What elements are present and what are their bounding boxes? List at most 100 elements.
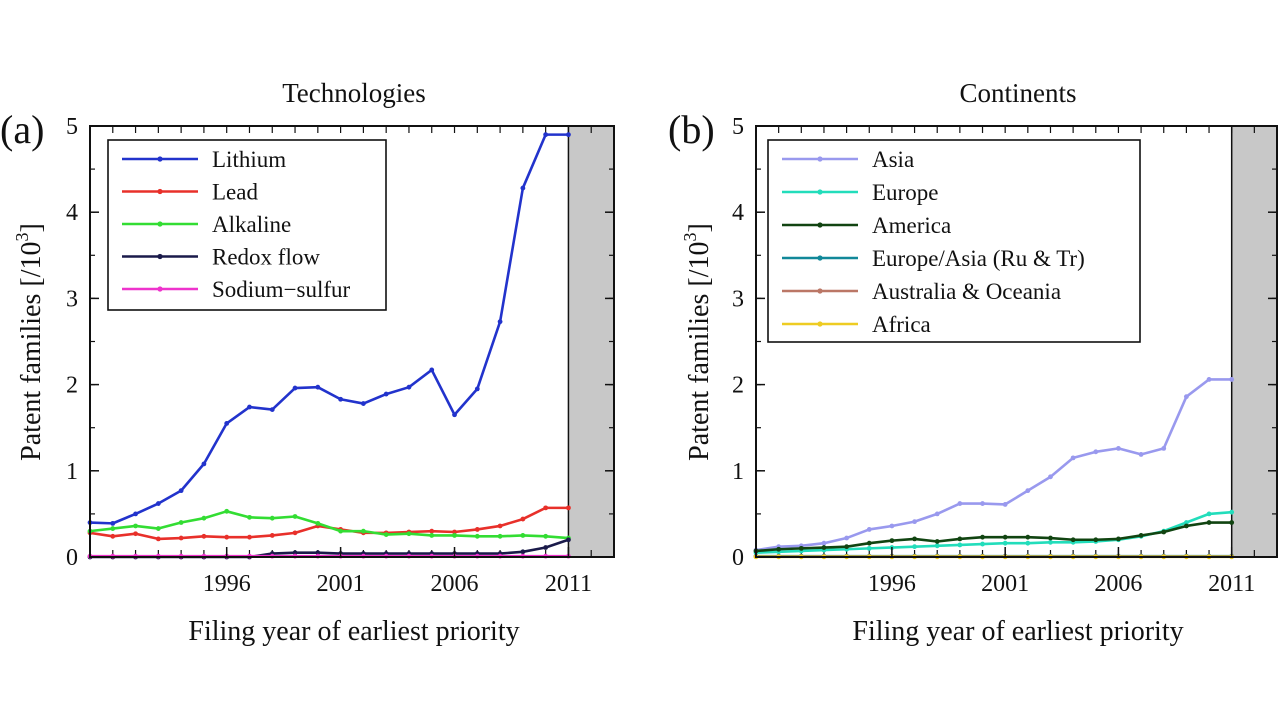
data-point: [406, 384, 412, 390]
data-point: [1116, 445, 1121, 451]
data-point: [520, 516, 526, 522]
y-tick-label: 4: [732, 200, 744, 226]
data-point: [912, 544, 917, 550]
legend-marker: [157, 188, 163, 195]
legend-marker: [817, 255, 823, 261]
legend-marker: [157, 253, 163, 260]
data-point: [1048, 535, 1053, 541]
panel-technologies: (a) Technologies Filing year of earliest…: [0, 78, 615, 647]
x-tick-label: 2006: [1094, 571, 1142, 597]
data-point: [1161, 445, 1167, 451]
data-point: [543, 505, 549, 511]
legend: Asia Europe America Europe/Asia (Ru & Tr) Au…: [767, 139, 1141, 343]
y-tick-label: 4: [66, 200, 78, 226]
data-point: [497, 533, 503, 539]
legend-label: Sodium−sulfur: [212, 277, 351, 302]
data-point: [520, 549, 526, 555]
data-point: [866, 540, 872, 546]
data-point: [110, 526, 116, 531]
legend-label: Australia & Oceania: [872, 279, 1061, 304]
axes-frame: [89, 125, 615, 558]
series-line-2: [89, 510, 569, 540]
legend-marker: [817, 288, 823, 294]
data-point: [889, 538, 895, 544]
x-tick-label: 2006: [431, 571, 479, 597]
legend-marker: [817, 156, 823, 162]
data-point: [383, 532, 389, 537]
series-line-2: [755, 521, 1232, 553]
data-point: [912, 519, 917, 525]
legend-label: Europe/Asia (Ru & Tr): [872, 246, 1085, 271]
data-point: [292, 514, 298, 519]
shaded-region: [1231, 126, 1277, 557]
data-point: [133, 523, 138, 529]
data-point: [1070, 455, 1076, 461]
y-axis-label: Patent families [/103]: [12, 223, 47, 461]
y-tick-label: 2: [66, 373, 78, 399]
data-point: [566, 505, 571, 511]
data-point: [474, 386, 480, 392]
y-tick-label: 2: [732, 373, 744, 399]
data-point: [178, 535, 184, 541]
data-point: [201, 461, 207, 467]
data-point: [957, 542, 963, 548]
data-point: [429, 533, 435, 538]
data-point: [155, 526, 161, 531]
y-tick-label: 3: [732, 286, 744, 312]
data-point: [543, 545, 549, 550]
legend-label: Africa: [872, 312, 931, 337]
data-point: [429, 528, 435, 534]
data-point: [1138, 452, 1144, 457]
data-point: [497, 319, 503, 325]
panel-label: (a): [0, 107, 44, 152]
data-point: [474, 527, 480, 532]
data-point: [1002, 502, 1008, 507]
data-point: [1138, 533, 1144, 538]
x-tick-label: 2001: [317, 571, 365, 597]
data-point: [844, 544, 850, 550]
y-axis-label: Patent families [/103]: [680, 223, 715, 461]
data-point: [1206, 520, 1212, 525]
data-point: [269, 515, 275, 521]
series-line-0: [89, 133, 569, 525]
data-point: [980, 541, 985, 547]
data-point: [1093, 449, 1099, 455]
legend-label: Redox flow: [212, 245, 320, 270]
chart-title: Continents: [959, 78, 1076, 108]
legend-label: Lead: [212, 180, 258, 205]
data-point: [1025, 540, 1031, 546]
y-tick-label: 5: [66, 114, 78, 140]
legend: Lithium Lead Alkaline Redox flow Sodium−sulf…: [107, 139, 387, 311]
data-point: [543, 132, 549, 138]
data-point: [520, 533, 526, 538]
data-point: [429, 367, 435, 373]
data-point: [474, 533, 480, 539]
data-point: [776, 546, 782, 552]
data-point: [110, 520, 116, 526]
data-point: [1025, 488, 1031, 494]
data-point: [338, 528, 344, 534]
data-point: [934, 543, 940, 549]
data-point: [155, 536, 161, 542]
legend-label: Europe: [872, 180, 938, 205]
legend-label: Lithium: [212, 147, 286, 172]
data-point: [1183, 523, 1189, 529]
data-point: [798, 545, 804, 551]
data-point: [269, 533, 275, 538]
data-point: [292, 530, 298, 536]
data-point: [1183, 520, 1189, 525]
data-point: [1048, 539, 1053, 545]
x-axis-label: Filing year of earliest priority: [188, 616, 519, 647]
data-point: [315, 520, 321, 526]
legend-marker: [817, 189, 823, 195]
data-point: [1161, 529, 1167, 535]
legend-marker: [157, 286, 163, 292]
panel-label: (b): [668, 107, 715, 152]
data-point: [497, 523, 503, 529]
data-point: [1002, 540, 1008, 546]
legend-label: America: [872, 213, 951, 238]
data-point: [383, 391, 389, 397]
data-point: [1183, 394, 1189, 400]
data-point: [452, 533, 457, 538]
legend-box: [767, 139, 1141, 343]
